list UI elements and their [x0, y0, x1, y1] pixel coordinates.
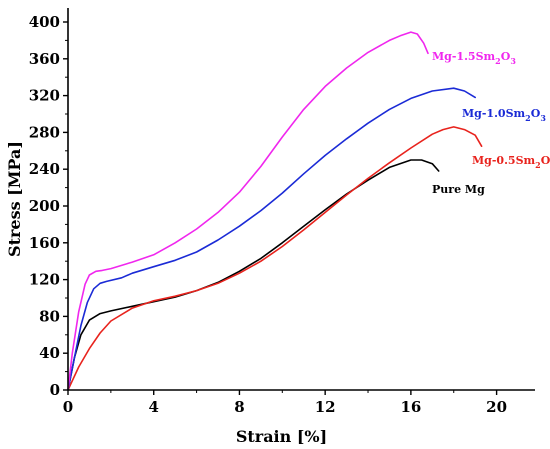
x-tick-label: 4: [149, 398, 159, 416]
y-tick-label: 400: [29, 13, 60, 31]
series-line: [67, 87, 477, 391]
y-axis-title: Stress [MPa]: [5, 141, 24, 257]
y-tick-label: 80: [39, 307, 60, 325]
y-tick-label: 320: [29, 87, 60, 105]
label-text: O: [541, 154, 550, 167]
y-tick-label: 160: [29, 234, 60, 252]
y-tick-label: 240: [29, 160, 60, 178]
label-text: Mg-1.5Sm: [432, 50, 496, 63]
x-tick-label: 16: [400, 398, 421, 416]
label-subscript: 3: [540, 113, 546, 123]
label-text: O: [501, 50, 511, 63]
series-label: Pure Mg: [432, 183, 485, 196]
series-label: Mg-0.5Sm2O3: [472, 154, 550, 170]
x-axis-title: Strain [%]: [236, 427, 327, 446]
x-tick-label: 0: [63, 398, 73, 416]
axes-layer: 0 40 80 120 160 200 240 280 320 360 400 0 4 8 12 16 20: [29, 8, 535, 416]
label-text: Pure Mg: [432, 183, 485, 196]
y-tick-label: 200: [29, 197, 60, 215]
label-subscript: 2: [525, 113, 531, 123]
series-label: Mg-1.5Sm2O3: [432, 50, 516, 66]
label-subscript: 2: [535, 160, 541, 170]
y-tick-label: 360: [29, 50, 60, 68]
series-label: Mg-1.0Sm2O3: [462, 107, 546, 123]
series-line: [67, 31, 429, 391]
y-tick-label: 0: [50, 381, 60, 399]
label-text: Mg-0.5Sm: [472, 154, 536, 167]
x-tick-label: 8: [234, 398, 244, 416]
label-text: O: [531, 107, 541, 120]
x-tick-label: 12: [315, 398, 336, 416]
label-subscript: 3: [510, 56, 516, 66]
x-tick-label: 20: [486, 398, 507, 416]
y-tick-label: 120: [29, 271, 60, 289]
y-tick-label: 40: [39, 344, 60, 362]
label-subscript: 2: [495, 56, 501, 66]
label-text: Mg-1.0Sm: [462, 107, 526, 120]
series-line: [67, 159, 440, 391]
series-layer: [67, 31, 483, 391]
series-line: [67, 126, 483, 391]
y-tick-label: 280: [29, 123, 60, 141]
